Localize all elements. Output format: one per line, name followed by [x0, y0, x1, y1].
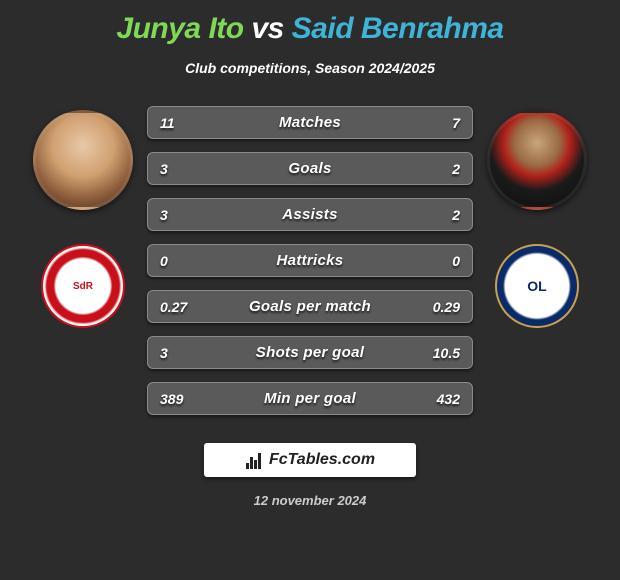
stat-value-left: 0.27: [160, 299, 187, 315]
stat-row: 3 Shots per goal 10.5: [147, 336, 473, 369]
stat-value-right: 432: [437, 391, 460, 407]
stat-row: 0 Hattricks 0: [147, 244, 473, 277]
brand-badge: FcTables.com: [204, 443, 416, 477]
title-vs: vs: [251, 12, 283, 45]
stat-row: 0.27 Goals per match 0.29: [147, 290, 473, 323]
stat-value-left: 3: [160, 161, 168, 177]
stat-value-right: 2: [452, 207, 460, 223]
stat-label: Shots per goal: [256, 344, 364, 361]
stat-row: 389 Min per goal 432: [147, 382, 473, 415]
stat-label: Goals: [288, 160, 331, 177]
stat-value-right: 10.5: [433, 345, 460, 361]
player1-column: [19, 106, 147, 328]
stat-row: 3 Assists 2: [147, 198, 473, 231]
stat-value-left: 389: [160, 391, 183, 407]
stat-value-left: 3: [160, 207, 168, 223]
stat-value-left: 0: [160, 253, 168, 269]
title-player1: Junya Ito: [116, 12, 243, 45]
stat-value-left: 11: [160, 115, 175, 131]
stats-list: 11 Matches 7 3 Goals 2 3 Assists 2 0 Hattricks 0 0.2…: [147, 106, 473, 415]
stat-value-right: 2: [452, 161, 460, 177]
stat-value-right: 0.29: [433, 299, 460, 315]
comparison-card: Junya Ito vs Said Benrahma Club competit…: [0, 0, 620, 580]
brand-label: FcTables.com: [269, 451, 375, 469]
date-label: 12 november 2024: [254, 493, 367, 508]
stat-value-right: 7: [452, 115, 460, 131]
stat-value-right: 0: [452, 253, 460, 269]
page-title: Junya Ito vs Said Benrahma: [116, 12, 503, 46]
stat-label: Goals per match: [249, 298, 371, 315]
player2-avatar: [487, 110, 587, 210]
stat-label: Matches: [279, 114, 341, 131]
stat-value-left: 3: [160, 345, 168, 361]
comparison-body: 11 Matches 7 3 Goals 2 3 Assists 2 0 Hattricks 0 0.2…: [0, 106, 620, 415]
player2-club-badge: [495, 244, 579, 328]
brand-chart-icon: [245, 451, 263, 469]
subtitle: Club competitions, Season 2024/2025: [185, 60, 435, 76]
player2-column: [473, 106, 601, 328]
stat-label: Assists: [282, 206, 337, 223]
stat-row: 3 Goals 2: [147, 152, 473, 185]
stat-row: 11 Matches 7: [147, 106, 473, 139]
player1-avatar: [33, 110, 133, 210]
stat-label: Min per goal: [264, 390, 356, 407]
stat-label: Hattricks: [277, 252, 344, 269]
title-player2: Said Benrahma: [292, 12, 504, 45]
player1-club-badge: [41, 244, 125, 328]
